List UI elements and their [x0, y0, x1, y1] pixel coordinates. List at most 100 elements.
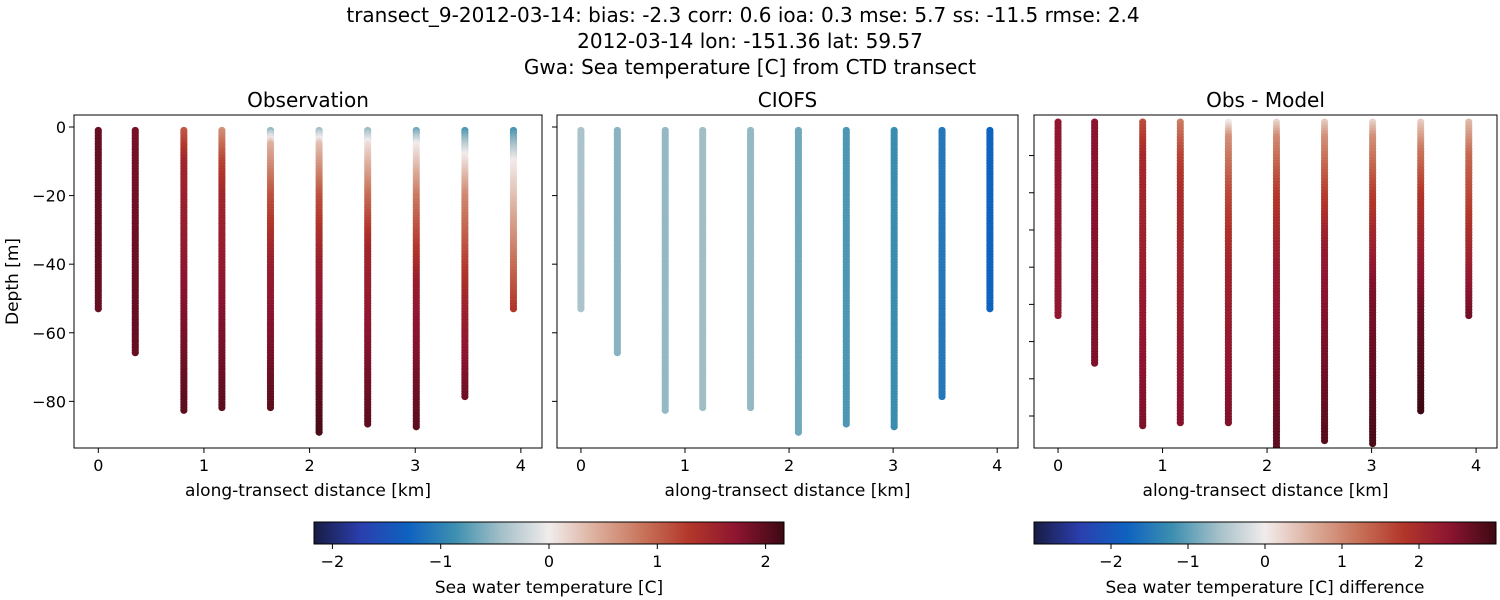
profile-8 — [1417, 118, 1425, 415]
profile-3 — [1176, 118, 1184, 427]
data-point — [1176, 419, 1184, 427]
profile-5 — [1272, 118, 1281, 448]
x-tick-label: 2 — [304, 456, 314, 475]
colorbar-tick-label: −1 — [429, 552, 453, 571]
profile-4 — [1224, 118, 1232, 427]
colorbar-tick-label: 2 — [1414, 552, 1424, 571]
colorbar-tick-label: 0 — [1260, 552, 1270, 571]
profile-3 — [218, 126, 226, 412]
profile-1 — [131, 126, 139, 357]
panel-title: CIOFS — [758, 88, 817, 112]
colorbar-gradient — [313, 521, 785, 545]
data-point — [218, 403, 226, 412]
data-point — [1054, 311, 1062, 320]
x-tick-label: 2 — [784, 456, 794, 475]
x-axis-label: along-transect distance [km] — [185, 481, 431, 501]
data-point — [94, 305, 102, 313]
x-tick-label: 0 — [1053, 456, 1063, 475]
x-tick-label: 3 — [1366, 456, 1376, 475]
x-tick-label: 0 — [576, 456, 586, 475]
profile-0 — [1054, 118, 1062, 320]
data-point — [938, 392, 946, 401]
x-tick-label: 4 — [992, 456, 1002, 475]
data-point — [842, 420, 850, 428]
data-point — [412, 423, 420, 431]
profile-0 — [577, 126, 585, 313]
profile-9 — [509, 126, 518, 313]
y-tick-label: −40 — [32, 255, 66, 274]
data-point — [364, 420, 372, 428]
x-tick-label: 2 — [1262, 456, 1272, 475]
profile-8 — [461, 126, 469, 401]
title-line-1: transect_9-2012-03-14: bias: -2.3 corr: … — [346, 3, 1139, 27]
colorbar-label: Sea water temperature [C] difference — [1105, 578, 1424, 598]
data-point — [890, 423, 898, 431]
data-point — [699, 403, 707, 412]
profile-7 — [890, 126, 898, 431]
panel-model: CIOFS 0 1 2 3 4 along-transect distance [km] — [552, 88, 1019, 501]
data-point — [1224, 419, 1232, 427]
data-point — [1320, 436, 1329, 445]
x-tick-label: 4 — [516, 456, 526, 475]
data-point — [1369, 439, 1377, 448]
data-point — [315, 428, 323, 436]
profile-7 — [1369, 118, 1377, 448]
colorbar-tick-label: 0 — [544, 552, 554, 571]
y-tick-label: −20 — [32, 187, 66, 206]
x-tick-label: 3 — [410, 456, 420, 475]
data-point — [794, 428, 803, 436]
title-line-2: 2012-03-14 lon: -151.36 lat: 59.57 — [577, 29, 923, 53]
colorbar-tick-label: 2 — [760, 552, 770, 571]
y-tick-label: 0 — [56, 118, 66, 137]
profile-1 — [1091, 118, 1099, 367]
y-tick-label: −60 — [32, 324, 66, 343]
profile-0 — [94, 126, 102, 313]
colorbar-tick-label: 1 — [1337, 552, 1347, 571]
panel-diff: Obs - Model 0 1 2 3 4 along-transect distance … — [1029, 88, 1498, 501]
panel-title: Obs - Model — [1206, 88, 1325, 112]
profile-7 — [412, 126, 420, 431]
data-point — [509, 305, 518, 313]
data-point — [1417, 407, 1425, 415]
profile-6 — [842, 126, 850, 428]
x-tick-label: 1 — [1157, 456, 1167, 475]
x-tick-label: 4 — [1471, 456, 1481, 475]
colorbar-0: −2 −1 0 1 2 Sea water temperature [C] — [313, 521, 785, 598]
profile-1 — [613, 126, 621, 357]
data-point — [661, 406, 669, 414]
x-axis-label: along-transect distance [km] — [1143, 481, 1389, 501]
panel-obs: Observation 0 1 2 3 4 along-transect distance … — [3, 88, 543, 501]
colorbar-1: −2 −1 0 1 2 Sea water temperature [C] differe… — [1033, 521, 1497, 598]
data-point — [180, 406, 188, 414]
data-point — [266, 403, 275, 412]
profile-4 — [266, 126, 275, 412]
profile-5 — [794, 126, 803, 436]
profile-2 — [1139, 118, 1147, 430]
title-line-3: Gwa: Sea temperature [C] from CTD transe… — [524, 55, 976, 79]
data-point — [1091, 359, 1099, 367]
colorbar-tick-label: −2 — [1099, 552, 1123, 571]
colorbar-label: Sea water temperature [C] — [435, 578, 663, 598]
profile-2 — [661, 126, 669, 414]
data-points — [94, 126, 518, 436]
x-tick-label: 1 — [680, 456, 690, 475]
data-point — [1139, 422, 1147, 430]
profile-6 — [1320, 118, 1329, 445]
profile-6 — [364, 126, 372, 428]
data-point — [1273, 445, 1280, 448]
profile-9 — [986, 126, 994, 313]
colorbar-tick-label: 1 — [652, 552, 662, 571]
y-axis-label: Depth [m] — [3, 238, 23, 325]
data-points — [577, 126, 994, 436]
colorbar-tick-label: −1 — [1176, 552, 1200, 571]
panel-title: Observation — [247, 88, 369, 112]
colorbar-gradient — [1033, 521, 1497, 545]
data-point — [746, 403, 755, 412]
profile-5 — [315, 126, 323, 436]
data-point — [461, 392, 469, 401]
data-point — [131, 349, 139, 357]
plot-frame — [556, 114, 1019, 449]
data-points — [1054, 118, 1473, 448]
colorbar-tick-label: −2 — [321, 552, 345, 571]
